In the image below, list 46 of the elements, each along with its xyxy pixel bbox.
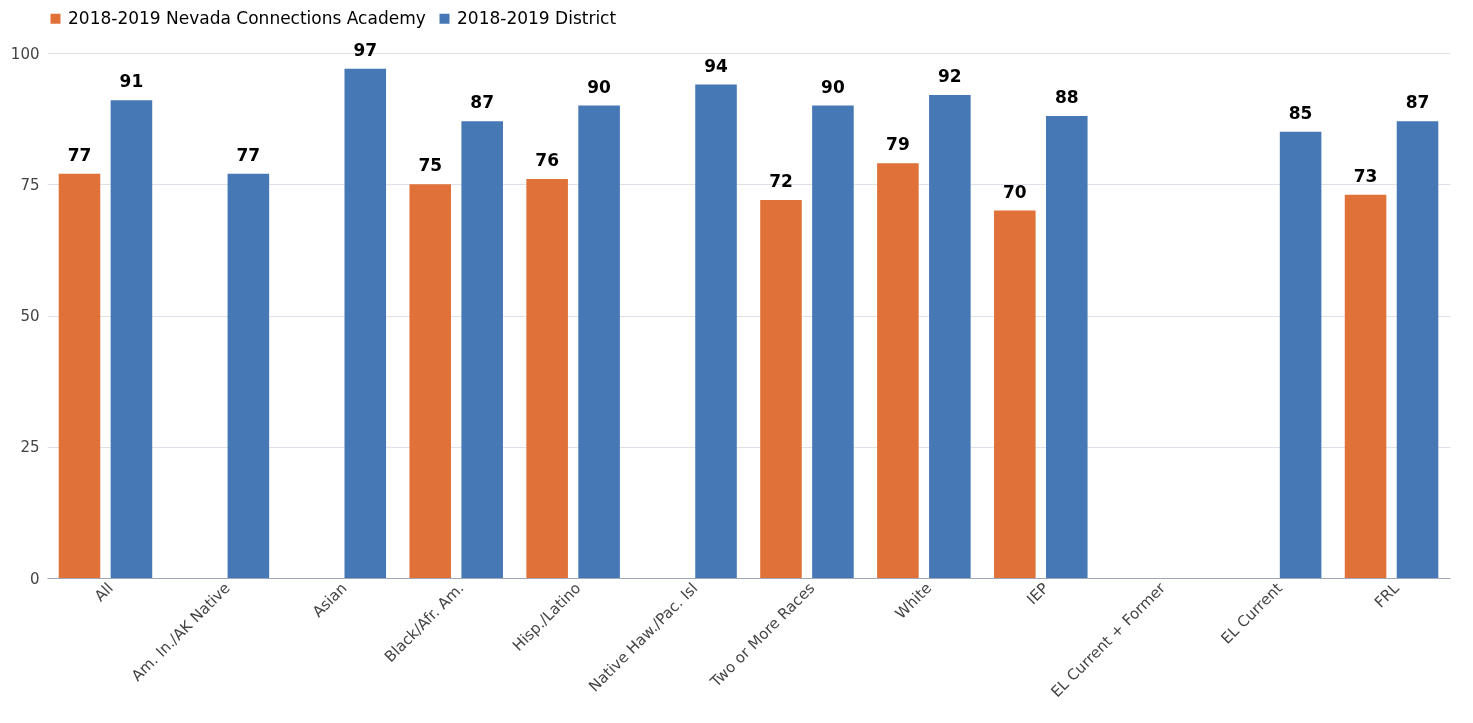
bar	[760, 200, 802, 578]
y-tick-label: 75	[20, 175, 40, 194]
data-label: 94	[704, 55, 729, 76]
bar	[1396, 121, 1439, 578]
legend-label: 2018-2019 District	[457, 7, 617, 28]
data-label: 77	[236, 144, 261, 165]
bar	[994, 210, 1036, 578]
bar	[344, 68, 387, 578]
x-tick-label: FRL	[1370, 578, 1404, 612]
legend-label: 2018-2019 Nevada Connections Academy	[68, 7, 426, 28]
bar	[461, 121, 503, 578]
bar	[1045, 116, 1088, 578]
bar	[812, 105, 854, 578]
bar	[58, 173, 101, 578]
data-label: 87	[470, 92, 495, 113]
bar	[409, 184, 452, 578]
bar	[110, 100, 153, 578]
data-label: 76	[535, 150, 559, 170]
bar	[877, 163, 919, 578]
data-label: 87	[1405, 92, 1430, 113]
y-tick-label: 100	[10, 44, 40, 63]
bar	[526, 179, 568, 578]
data-label: 92	[938, 66, 962, 86]
data-label: 88	[1054, 87, 1079, 107]
data-label: 97	[353, 39, 378, 60]
data-label: 91	[119, 71, 144, 92]
data-label: 79	[886, 134, 910, 155]
data-label: 77	[67, 144, 92, 165]
data-label: 70	[1002, 181, 1027, 202]
data-label: 75	[418, 155, 443, 176]
y-tick-label: 25	[20, 438, 40, 457]
bar	[929, 95, 971, 578]
data-label: 73	[1353, 165, 1378, 186]
bar	[1344, 194, 1387, 578]
data-label: 72	[769, 171, 793, 191]
bar	[695, 84, 737, 578]
y-tick-label: 50	[20, 307, 40, 325]
data-label: 90	[821, 76, 845, 97]
bar	[227, 173, 270, 578]
y-tick-label: 0	[29, 569, 40, 588]
data-label: 85	[1288, 102, 1313, 123]
bar	[578, 105, 620, 578]
x-tick-label: All	[90, 579, 117, 605]
data-label: 90	[587, 76, 612, 97]
bar	[1279, 131, 1322, 578]
x-tick-label: IEP	[1023, 579, 1053, 609]
